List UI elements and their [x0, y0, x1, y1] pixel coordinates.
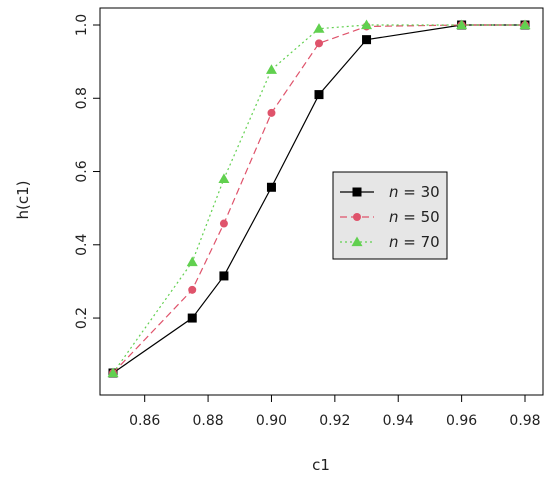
data-point [219, 219, 228, 228]
data-point [187, 313, 197, 323]
series-1 [109, 21, 529, 377]
legend-variable: n [389, 233, 399, 251]
data-point [456, 19, 468, 30]
data-point [218, 173, 230, 183]
data-point [362, 35, 372, 45]
x-tick-label: 0.98 [509, 413, 540, 429]
y-tick-label: 0.2 [74, 307, 90, 329]
legend-marker [351, 236, 363, 247]
y-tick-label: 1.0 [74, 14, 90, 36]
data-point [107, 367, 119, 378]
data-point [313, 23, 325, 33]
legend-label: n = 70 [389, 233, 440, 251]
x-tick-label: 0.96 [446, 413, 477, 429]
series-2 [107, 19, 531, 378]
y-tick-label: 0.4 [74, 234, 90, 256]
y-axis-title: h(c1) [14, 180, 32, 219]
series-layer [107, 19, 531, 378]
series-line [112, 24, 525, 374]
data-point [265, 64, 277, 74]
legend-box [332, 171, 448, 260]
x-tick-label: 0.94 [383, 413, 414, 429]
y-tick-label: 0.8 [74, 87, 90, 109]
x-axis-title: c1 [312, 456, 330, 474]
data-point [186, 256, 198, 267]
data-point [314, 90, 324, 100]
legend-value: = 30 [399, 183, 440, 201]
data-point [519, 19, 531, 30]
x-tick-label: 0.90 [256, 413, 287, 429]
legend-variable: n [389, 208, 399, 226]
y-axis: 0.2 0.4 0.6 0.8 1.0 [74, 14, 100, 329]
series-0 [108, 20, 530, 378]
legend-value: = 50 [399, 208, 440, 226]
y-tick-label: 0.6 [74, 160, 90, 182]
x-tick-label: 0.92 [319, 413, 350, 429]
legend-value: = 70 [399, 233, 440, 251]
x-tick-label: 0.88 [192, 413, 223, 429]
data-point [315, 39, 323, 48]
legend-marker [353, 213, 361, 221]
data-point [361, 19, 373, 30]
data-point [267, 108, 276, 117]
data-point [219, 271, 229, 281]
series-line [112, 24, 525, 374]
legend-label: n = 30 [389, 183, 440, 201]
plot-area-frame [99, 7, 544, 396]
legend-variable: n [389, 183, 399, 201]
legend-marker [352, 187, 362, 197]
data-point [188, 285, 197, 294]
x-tick-label: 0.86 [129, 413, 160, 429]
x-axis: 0.86 0.88 0.90 0.92 0.94 0.96 0.98 [129, 395, 541, 429]
legend: n = 30n = 50n = 70 [332, 171, 448, 260]
legend-label: n = 50 [389, 208, 440, 226]
data-point [266, 182, 276, 192]
series-line [112, 24, 525, 374]
